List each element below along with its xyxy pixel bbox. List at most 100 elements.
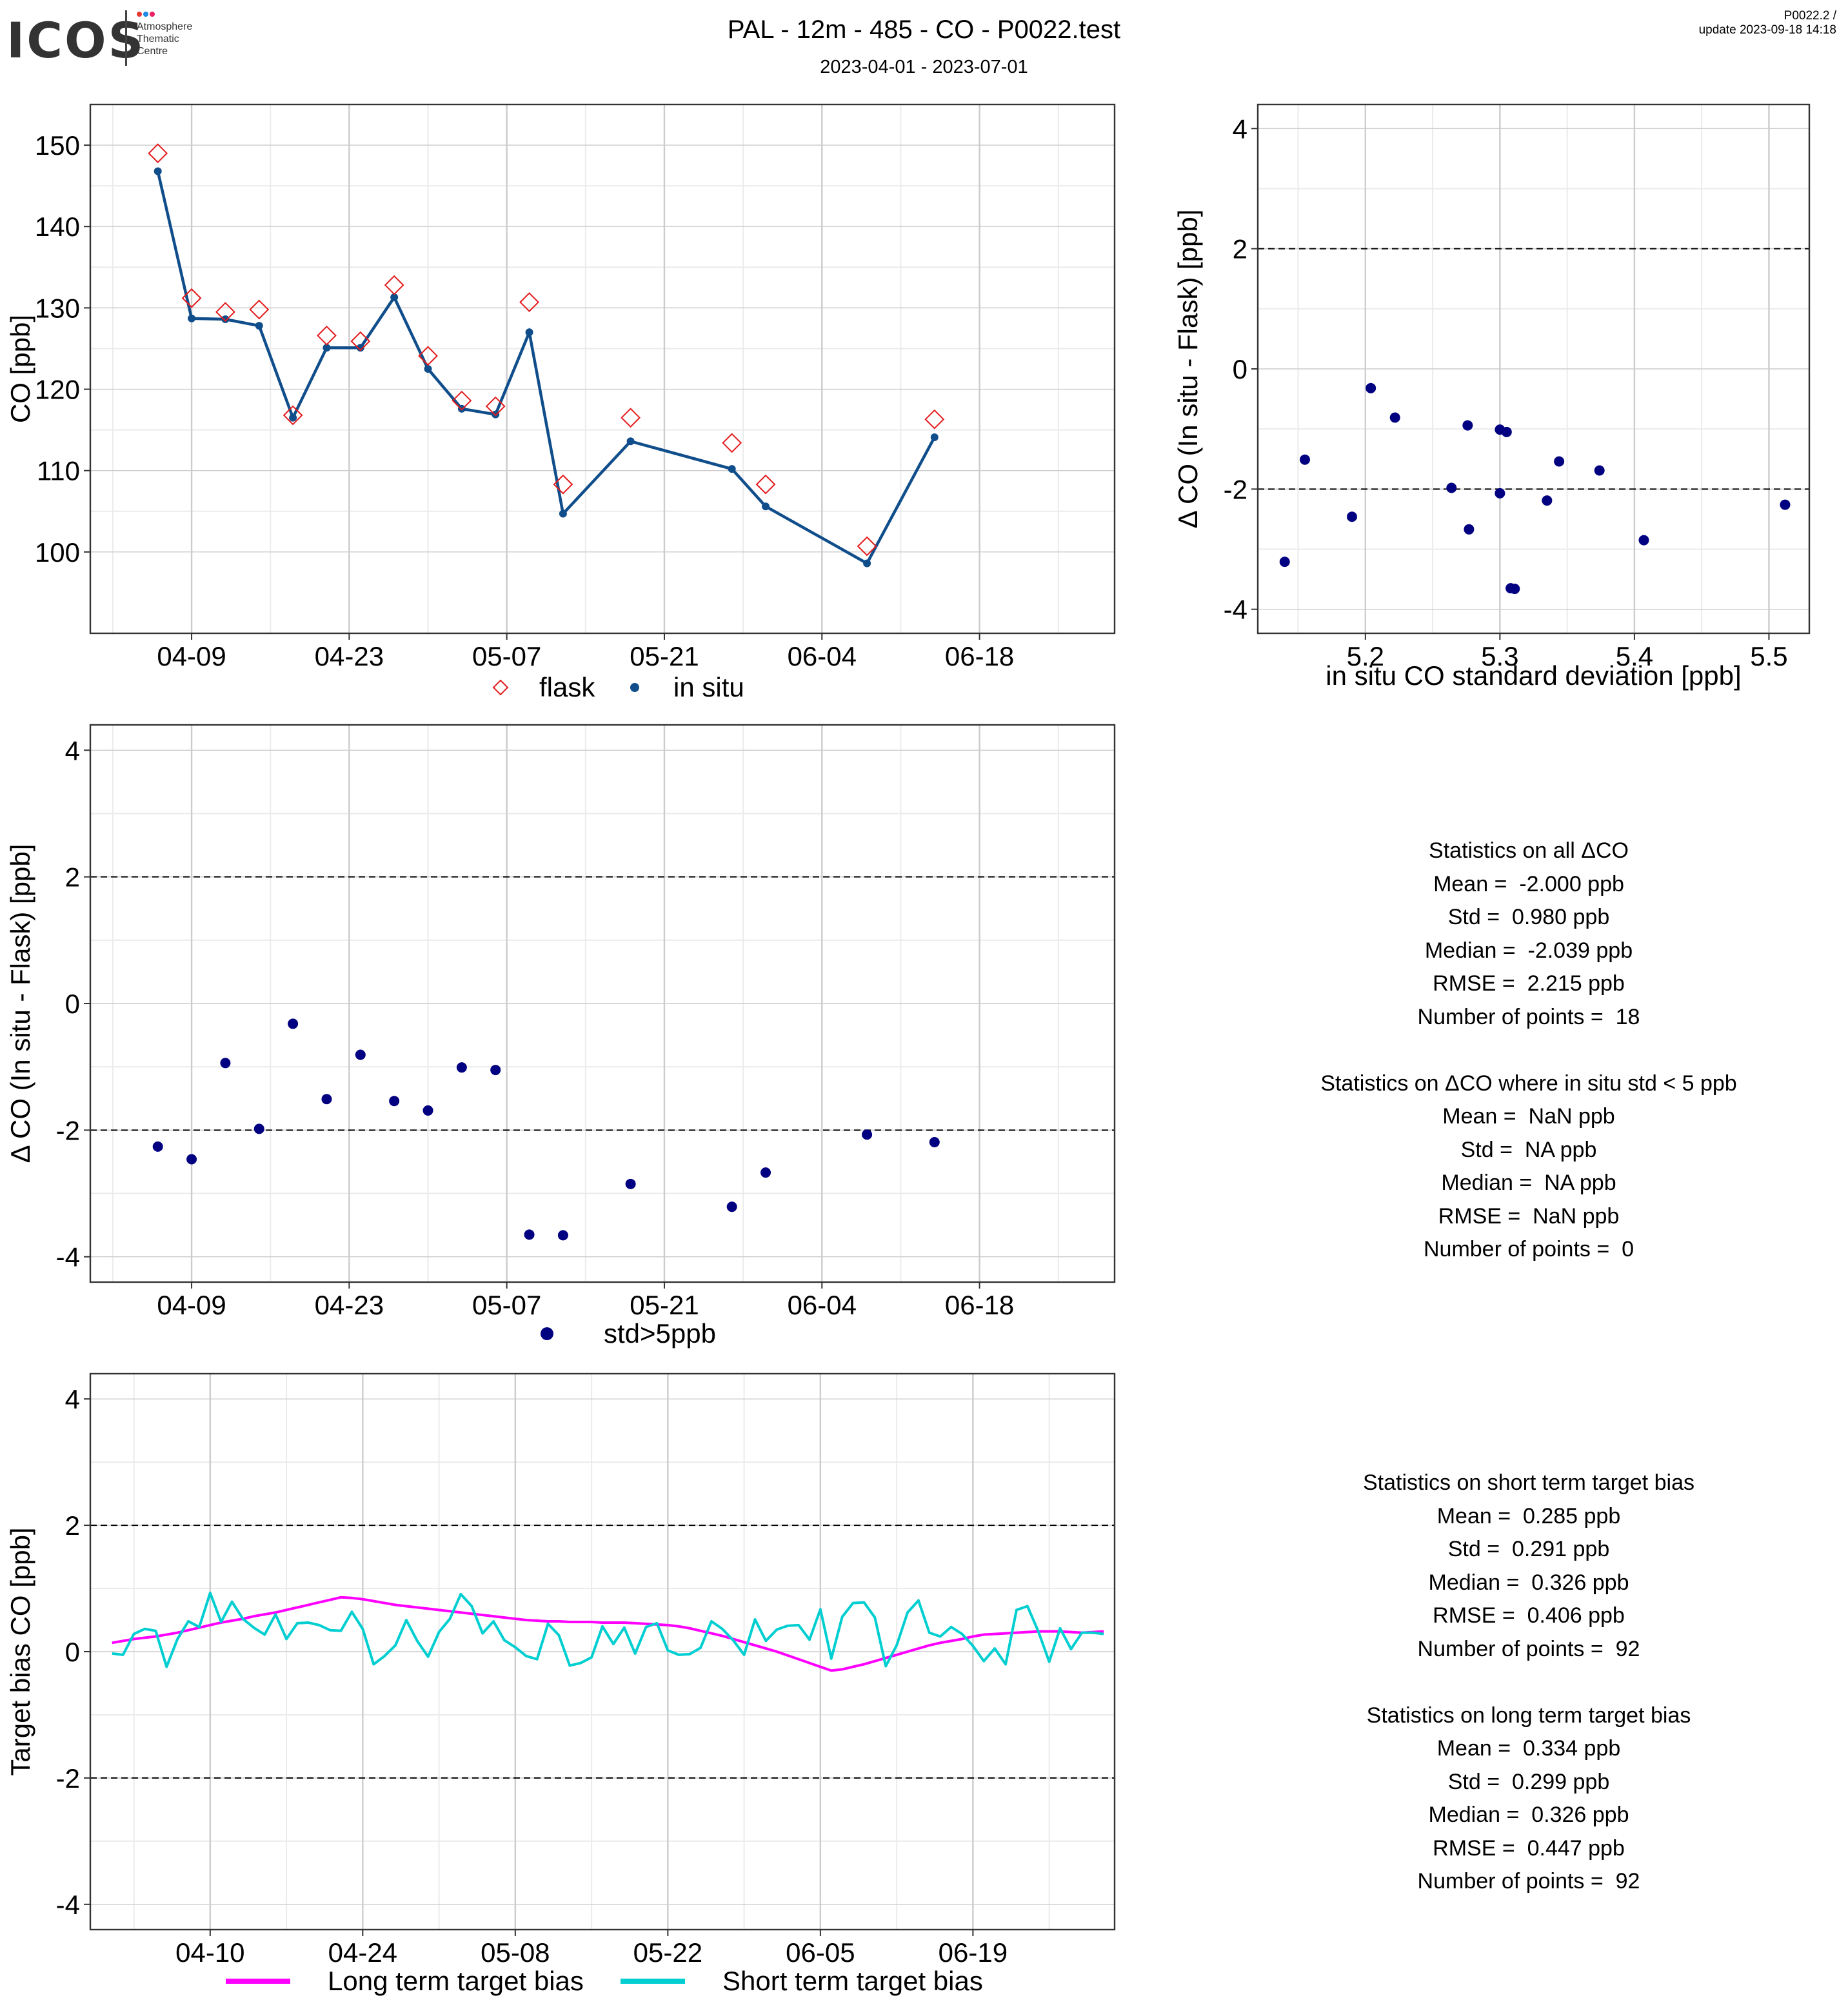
delta-std-point	[1366, 382, 1376, 393]
delta-point	[524, 1229, 535, 1240]
delta-point	[321, 1094, 332, 1105]
stats-line: RMSE = 2.215 ppb	[1433, 971, 1625, 996]
delta-point	[288, 1018, 299, 1029]
panel-frame	[1257, 103, 1811, 635]
y-axis-label: Δ CO (In situ - Flask) [ppb]	[1173, 210, 1203, 529]
stats-line: Mean = 0.285 ppb	[1436, 1503, 1621, 1528]
y-axis-label: Target bias CO [ppb]	[5, 1527, 35, 1775]
update-timestamp: update 2023-09-18 14:18	[1698, 23, 1836, 37]
x-tick-label: 06-18	[945, 1290, 1014, 1320]
stats-line: Statistics on all ΔCO	[1429, 838, 1629, 863]
x-tick-label: 04-23	[315, 641, 384, 671]
y-tick-label: 4	[65, 735, 80, 766]
delta-point	[220, 1058, 231, 1069]
x-tick-label: 5.5	[1750, 641, 1787, 671]
long-term-bias-line	[112, 1596, 1104, 1672]
flask-point	[452, 390, 472, 411]
stats-line: Mean = NaN ppb	[1442, 1104, 1615, 1129]
delta-std-point	[1542, 495, 1553, 506]
logo-separator	[125, 10, 127, 66]
delta-std-point	[1495, 488, 1505, 499]
stats-line: Number of points = 92	[1417, 1636, 1640, 1661]
stats-line: Statistics on ΔCO where in situ std < 5 …	[1320, 1071, 1737, 1096]
stats-line: Median = NA ppb	[1441, 1171, 1616, 1195]
delta-point	[355, 1049, 366, 1060]
in-situ-point	[424, 365, 432, 373]
flask-point	[722, 433, 742, 453]
x-tick-label: 06-04	[788, 1290, 857, 1320]
y-tick-label: 0	[65, 989, 80, 1019]
delta-std-point	[1346, 511, 1357, 522]
in-situ-point	[728, 465, 736, 473]
chart-2-grid	[84, 724, 1116, 1289]
x-tick-label: 05-07	[472, 641, 541, 671]
legend-std-marker	[541, 1327, 553, 1340]
in-situ-point	[525, 328, 533, 337]
panel-frame	[89, 1372, 1116, 1931]
in-situ-point	[762, 502, 770, 511]
delta-std-point	[1299, 454, 1310, 465]
stats-line: Std = 0.299 ppb	[1447, 1769, 1610, 1794]
legend-flask-marker	[492, 679, 509, 696]
y-tick-label: 0	[65, 1637, 80, 1667]
legend-insitu-marker	[630, 683, 639, 692]
stats-line: Number of points = 0	[1423, 1237, 1634, 1261]
x-tick-label: 05-21	[630, 641, 699, 671]
in-situ-point	[559, 509, 567, 518]
stats-line: Statistics on short term target bias	[1363, 1470, 1694, 1495]
x-tick-label: 05-08	[481, 1937, 550, 1968]
flask-point	[755, 474, 776, 495]
stats-line: RMSE = 0.447 ppb	[1433, 1835, 1625, 1861]
x-tick-label: 04-09	[157, 1290, 226, 1320]
x-tick-label: 06-18	[945, 641, 1014, 671]
short-term-bias-line	[112, 1591, 1104, 1668]
flask-point	[418, 346, 438, 366]
icos-logo-text: ICOS	[6, 12, 146, 69]
y-tick-label: -4	[56, 1890, 80, 1920]
delta-point	[862, 1129, 873, 1140]
legend-std-label: std>5ppb	[604, 1318, 716, 1349]
x-tick-label: 04-23	[315, 1290, 384, 1320]
delta-statistics: Statistics on all ΔCO Mean = -2.000 ppb St…	[1213, 835, 1845, 1267]
stats-line: Mean = -2.000 ppb	[1433, 871, 1624, 896]
delta-std-point	[1464, 524, 1475, 535]
delta-std-point	[1462, 420, 1473, 431]
stats-line: Mean = 0.334 ppb	[1436, 1736, 1621, 1761]
flask-point	[249, 299, 270, 320]
in-situ-point	[289, 413, 297, 422]
legend-flask-label: flask	[539, 672, 595, 702]
stats-line: Median = 0.326 ppb	[1428, 1803, 1629, 1827]
bias-statistics: Statistics on short term target bias Mean…	[1213, 1467, 1845, 1899]
delta-std-point	[1446, 482, 1457, 493]
flask-point	[857, 536, 877, 557]
flask-point	[317, 325, 337, 346]
in-situ-point	[255, 322, 263, 330]
y-tick-label: 140	[35, 212, 80, 242]
flask-point	[384, 275, 404, 295]
y-tick-label: 100	[35, 537, 80, 568]
flask-point	[148, 143, 168, 164]
flask-point	[485, 396, 506, 417]
flask-point	[519, 292, 539, 312]
stats-line: RMSE = 0.406 ppb	[1433, 1603, 1625, 1628]
delta-std-point	[1638, 535, 1649, 546]
delta-point	[625, 1178, 636, 1189]
y-axis-label: CO [ppb]	[5, 315, 35, 423]
x-tick-label: 06-04	[788, 641, 857, 671]
delta-std-point	[1279, 557, 1290, 568]
delta-point	[152, 1141, 163, 1152]
date-range: 2023-04-01 - 2023-07-01	[820, 57, 1028, 77]
flask-point	[924, 409, 945, 430]
logo-subtitle: Atmosphere Thematic Centre	[137, 21, 193, 57]
y-tick-label: 110	[37, 456, 80, 486]
y-tick-label: 2	[65, 862, 80, 893]
y-tick-label: -2	[56, 1115, 80, 1145]
stats-line: Median = -2.039 ppb	[1424, 938, 1633, 963]
y-tick-label: 4	[65, 1384, 80, 1414]
y-tick-label: 2	[1233, 234, 1247, 264]
logo-dots-icon	[137, 10, 156, 22]
panel-frame	[89, 103, 1116, 635]
flask-point	[283, 405, 303, 426]
flask-point	[350, 331, 371, 351]
